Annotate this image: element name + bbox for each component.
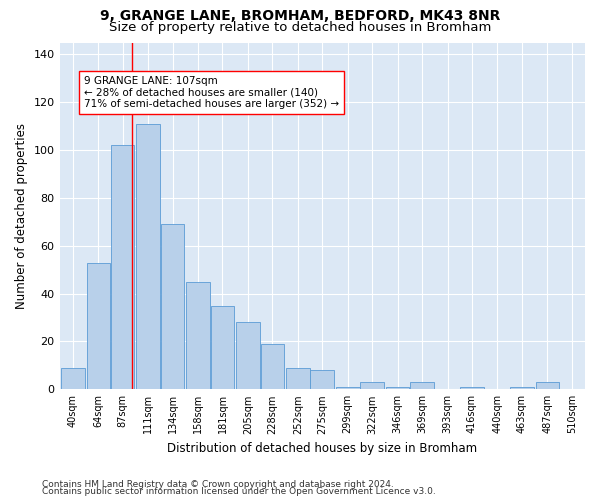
Bar xyxy=(386,387,409,390)
Bar xyxy=(161,224,184,390)
X-axis label: Distribution of detached houses by size in Bromham: Distribution of detached houses by size … xyxy=(167,442,478,455)
Bar xyxy=(510,387,533,390)
Bar xyxy=(336,387,359,390)
Bar xyxy=(310,370,334,390)
Y-axis label: Number of detached properties: Number of detached properties xyxy=(15,123,28,309)
Text: Size of property relative to detached houses in Bromham: Size of property relative to detached ho… xyxy=(109,21,491,34)
Text: 9 GRANGE LANE: 107sqm
← 28% of detached houses are smaller (140)
71% of semi-det: 9 GRANGE LANE: 107sqm ← 28% of detached … xyxy=(84,76,339,109)
Bar xyxy=(260,344,284,390)
Bar xyxy=(86,262,110,390)
Bar xyxy=(460,387,484,390)
Bar xyxy=(286,368,310,390)
Bar xyxy=(111,146,134,390)
Bar xyxy=(61,368,85,390)
Bar xyxy=(186,282,210,390)
Bar xyxy=(211,306,234,390)
Text: Contains HM Land Registry data © Crown copyright and database right 2024.: Contains HM Land Registry data © Crown c… xyxy=(42,480,394,489)
Text: Contains public sector information licensed under the Open Government Licence v3: Contains public sector information licen… xyxy=(42,487,436,496)
Bar xyxy=(236,322,260,390)
Bar xyxy=(410,382,434,390)
Text: 9, GRANGE LANE, BROMHAM, BEDFORD, MK43 8NR: 9, GRANGE LANE, BROMHAM, BEDFORD, MK43 8… xyxy=(100,9,500,23)
Bar xyxy=(361,382,384,390)
Bar xyxy=(136,124,160,390)
Bar xyxy=(536,382,559,390)
